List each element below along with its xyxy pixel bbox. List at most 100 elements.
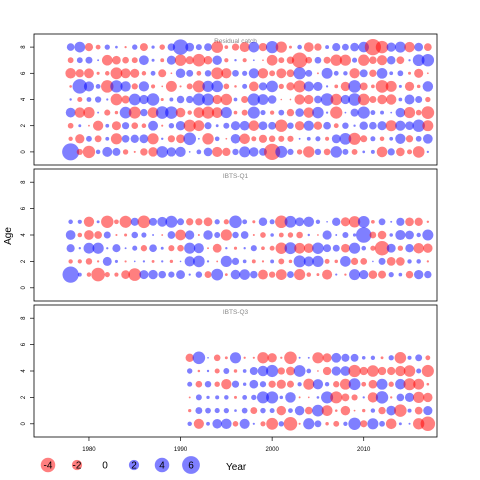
bubble [293, 255, 306, 268]
bubble [414, 217, 423, 226]
legend-label: -2 [73, 461, 82, 472]
legend-bubble [154, 457, 170, 473]
bubble [131, 122, 139, 130]
bubble [287, 148, 294, 156]
bubble [214, 368, 220, 374]
bubble [75, 134, 85, 144]
bubble [161, 234, 164, 236]
bubble [359, 69, 368, 78]
legend-label: 2 [131, 461, 137, 472]
bubble [231, 43, 240, 51]
bubble [66, 244, 75, 253]
bubble [415, 109, 422, 116]
bubble [313, 81, 323, 91]
bubble [105, 71, 110, 76]
bubble [139, 55, 149, 66]
bubble [264, 143, 281, 161]
bubble [110, 133, 122, 145]
bubble [332, 43, 341, 52]
bubble [96, 71, 100, 75]
bubble [371, 219, 375, 224]
bubble [378, 257, 386, 265]
bubble [341, 393, 350, 402]
bubble [267, 95, 277, 104]
bubble [215, 395, 220, 400]
bubble [314, 148, 322, 156]
bubble [158, 270, 167, 279]
bubble [316, 72, 319, 75]
bubble [131, 231, 139, 239]
bubble [323, 148, 331, 156]
bubble [350, 353, 359, 362]
bubble [303, 146, 315, 158]
bubble [334, 84, 339, 89]
bubble [330, 391, 343, 404]
bubble [275, 145, 288, 158]
bubble [407, 408, 412, 413]
bubble [315, 219, 321, 224]
bubble [104, 272, 110, 278]
bubble [317, 370, 319, 372]
bubble [234, 85, 237, 88]
panel-title: IBTS-Q3 [223, 309, 249, 316]
bubble [195, 218, 203, 226]
bubble [243, 356, 246, 359]
bubble [247, 106, 260, 119]
bubble [312, 404, 324, 417]
bubble [379, 420, 385, 427]
bubble [187, 381, 193, 387]
bubble [303, 256, 314, 267]
bubble [142, 260, 146, 263]
bubble [86, 272, 92, 277]
bubble [415, 95, 423, 104]
bubble [426, 260, 429, 263]
bubble [389, 71, 394, 76]
bubble [423, 392, 433, 403]
bubble [404, 392, 415, 403]
bubble [293, 67, 306, 80]
bubble [386, 42, 396, 52]
bubble [176, 270, 185, 280]
bubble [388, 355, 394, 361]
bubble [369, 56, 377, 65]
bubble [224, 45, 229, 49]
y-tick-label: 0 [21, 421, 27, 425]
bubble [261, 260, 265, 263]
bubble [130, 217, 139, 226]
bubble [193, 243, 204, 254]
bubble [426, 150, 429, 154]
bubble [307, 233, 310, 237]
bubble [408, 71, 412, 75]
bubble [313, 121, 323, 130]
bubble [197, 233, 200, 237]
bubble [377, 230, 387, 240]
bubble [379, 136, 385, 142]
bubble [110, 80, 123, 93]
bubble [408, 422, 411, 425]
bubble [66, 43, 75, 51]
bubble [260, 421, 266, 427]
bubble [357, 93, 370, 106]
bubble [106, 98, 109, 101]
bubble [201, 106, 215, 119]
bubble [322, 269, 333, 280]
bubble [357, 215, 370, 228]
legend-label: -4 [44, 461, 53, 472]
bubble [361, 356, 366, 360]
bubble [159, 44, 165, 50]
bubble [207, 247, 209, 250]
bubble [139, 43, 148, 52]
bubble [157, 216, 168, 227]
bubble [124, 233, 128, 237]
bubble [214, 136, 220, 142]
bubble [168, 271, 175, 278]
bubble [188, 396, 191, 399]
bubble [269, 70, 276, 77]
bubble [83, 242, 95, 254]
bubble [230, 134, 241, 144]
bubble [233, 246, 238, 250]
bubble [421, 106, 435, 119]
bubble [183, 119, 196, 132]
bubble [386, 55, 396, 65]
bubble [322, 230, 332, 240]
